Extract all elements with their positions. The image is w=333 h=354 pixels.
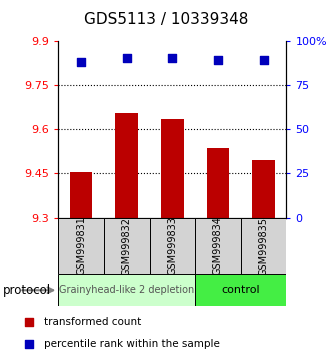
Point	[26, 319, 32, 325]
Text: protocol: protocol	[3, 284, 52, 297]
Text: GSM999831: GSM999831	[76, 217, 86, 275]
Point	[124, 56, 129, 61]
Text: percentile rank within the sample: percentile rank within the sample	[44, 339, 220, 349]
Text: GSM999835: GSM999835	[258, 217, 269, 275]
Point	[215, 57, 221, 63]
Bar	[195, 218, 241, 274]
Bar	[104, 218, 150, 274]
Text: GSM999832: GSM999832	[122, 217, 132, 275]
Bar	[206, 148, 229, 218]
Bar	[115, 113, 138, 218]
Bar	[58, 218, 104, 274]
Point	[79, 59, 84, 65]
Point	[261, 57, 266, 63]
Bar	[58, 274, 195, 306]
Text: transformed count: transformed count	[44, 316, 142, 327]
Point	[26, 341, 32, 347]
Text: GSM999833: GSM999833	[167, 217, 177, 275]
Text: GDS5113 / 10339348: GDS5113 / 10339348	[84, 12, 249, 27]
Bar	[195, 274, 286, 306]
Text: GSM999834: GSM999834	[213, 217, 223, 275]
Bar	[150, 218, 195, 274]
Bar	[70, 172, 93, 218]
Text: control: control	[221, 285, 260, 295]
Bar	[252, 160, 275, 218]
Text: Grainyhead-like 2 depletion: Grainyhead-like 2 depletion	[59, 285, 194, 295]
Point	[170, 56, 175, 61]
Bar	[161, 119, 184, 218]
Bar	[241, 218, 286, 274]
